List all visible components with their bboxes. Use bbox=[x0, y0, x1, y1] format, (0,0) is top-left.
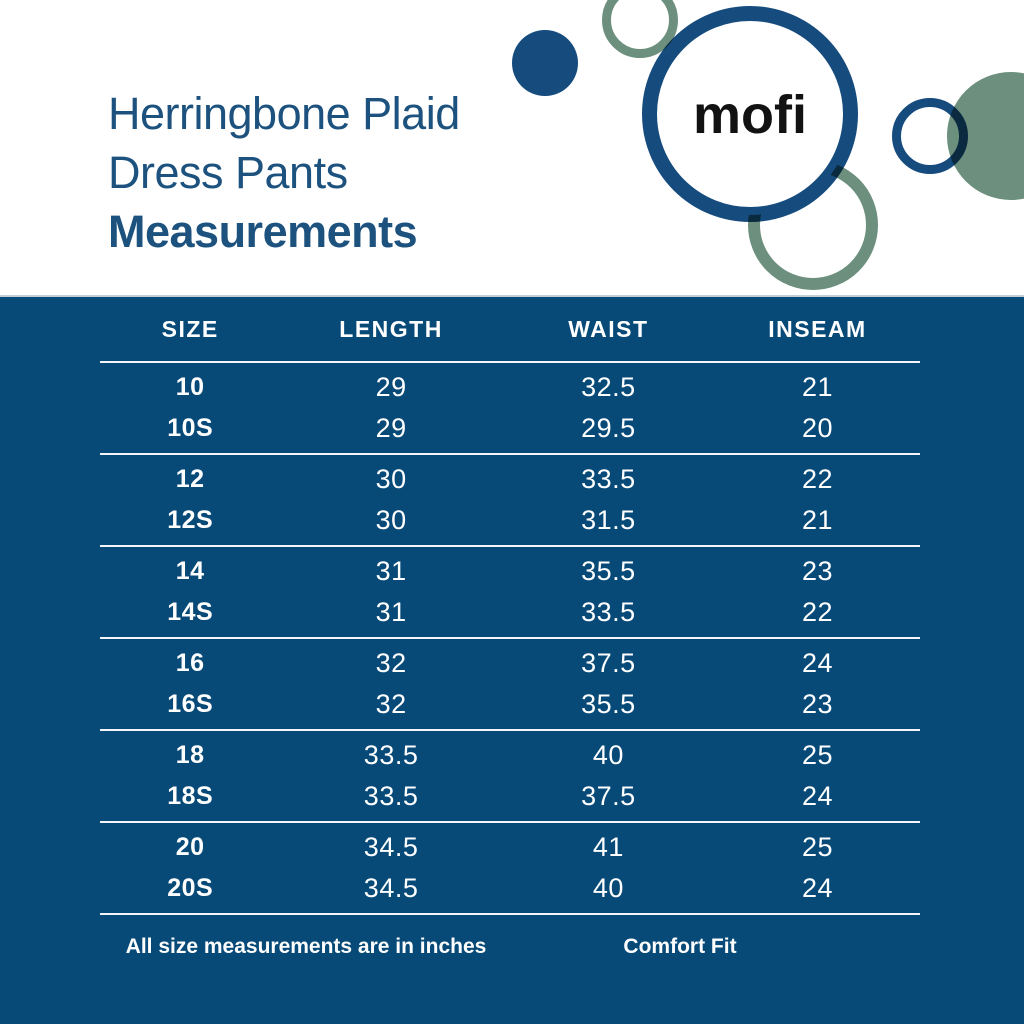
green-circle-icon bbox=[947, 72, 1024, 200]
value-cell: 35.5 bbox=[581, 556, 636, 587]
value-cell: 40 bbox=[592, 740, 624, 771]
value-cell: 30 bbox=[375, 464, 407, 495]
value-cell: 33.5 bbox=[581, 596, 636, 627]
table-row-16s: 16S 32 35.5 23 bbox=[100, 689, 920, 720]
header-cell-inseam: INSEAM bbox=[768, 315, 867, 342]
value-cell: 21 bbox=[801, 504, 833, 535]
size-cell: 18 bbox=[175, 741, 205, 770]
header-cell-waist: WAIST bbox=[568, 315, 649, 342]
value-cell: 29 bbox=[375, 372, 407, 403]
value-cell: 37.5 bbox=[581, 648, 636, 679]
value-cell: 20 bbox=[801, 412, 833, 443]
table-row-18: 18 33.5 40 25 bbox=[100, 740, 920, 771]
table-row-10s: 10S 29 29.5 20 bbox=[100, 413, 920, 444]
size-cell: 16 bbox=[175, 649, 205, 678]
value-cell: 34.5 bbox=[363, 872, 419, 903]
value-cell: 32 bbox=[375, 688, 407, 719]
value-cell: 31 bbox=[375, 596, 407, 627]
value-cell: 32.5 bbox=[581, 372, 636, 403]
size-cell: 20 bbox=[175, 833, 205, 862]
blue-dot-icon bbox=[512, 30, 578, 96]
value-cell: 23 bbox=[801, 688, 833, 719]
value-cell: 25 bbox=[801, 832, 833, 863]
measurements-panel: SIZE LENGTH WAIST INSEAM 10 29 32.5 21 10S 29 29.… bbox=[0, 295, 1024, 1024]
header-section: Herringbone Plaid Dress Pants Measuremen… bbox=[0, 0, 1024, 295]
value-cell: 24 bbox=[801, 648, 833, 679]
value-cell: 37.5 bbox=[581, 780, 636, 811]
value-cell: 30 bbox=[375, 504, 407, 535]
size-cell: 16S bbox=[167, 689, 214, 718]
table-row-10: 10 29 32.5 21 bbox=[100, 372, 920, 403]
value-cell: 29 bbox=[375, 412, 407, 443]
size-cell: 18S bbox=[167, 781, 214, 810]
value-cell: 34.5 bbox=[363, 832, 419, 863]
value-cell: 29.5 bbox=[581, 412, 636, 443]
value-cell: 31 bbox=[375, 556, 407, 587]
table-group: 10 29 32.5 21 10S 29 29.5 20 bbox=[100, 363, 920, 455]
value-cell: 31.5 bbox=[581, 504, 636, 535]
value-cell: 40 bbox=[592, 872, 624, 903]
value-cell: 22 bbox=[801, 596, 833, 627]
product-title: Herringbone Plaid Dress Pants Measuremen… bbox=[108, 84, 460, 261]
table-header-row: SIZE LENGTH WAIST INSEAM bbox=[100, 297, 920, 363]
size-cell: 12S bbox=[167, 505, 214, 534]
units-note: All size measurements are in inches bbox=[125, 935, 487, 958]
header-cell-length: LENGTH bbox=[339, 315, 443, 342]
value-cell: 35.5 bbox=[581, 688, 636, 719]
table-footer: All size measurements are in inches Comf… bbox=[100, 933, 920, 973]
title-line-1: Herringbone Plaid bbox=[108, 88, 460, 139]
table-row-12s: 12S 30 31.5 21 bbox=[100, 505, 920, 536]
size-cell: 14 bbox=[175, 557, 205, 586]
table-row-16: 16 32 37.5 24 bbox=[100, 648, 920, 679]
table-group: 18 33.5 40 25 18S 33.5 37.5 24 bbox=[100, 731, 920, 823]
title-line-3: Measurements bbox=[108, 206, 418, 257]
value-cell: 24 bbox=[801, 872, 833, 903]
table-group: 16 32 37.5 24 16S 32 35.5 23 bbox=[100, 639, 920, 731]
table-group: 20 34.5 41 25 20S 34.5 40 24 bbox=[100, 823, 920, 915]
size-cell: 12 bbox=[175, 465, 205, 494]
value-cell: 24 bbox=[801, 780, 833, 811]
table-row-20s: 20S 34.5 40 24 bbox=[100, 873, 920, 904]
table-row-12: 12 30 33.5 22 bbox=[100, 464, 920, 495]
table-group: 14 31 35.5 23 14S 31 33.5 22 bbox=[100, 547, 920, 639]
table-row-18s: 18S 33.5 37.5 24 bbox=[100, 781, 920, 812]
header-cell-size: SIZE bbox=[161, 315, 219, 342]
table-row-20: 20 34.5 41 25 bbox=[100, 832, 920, 863]
value-cell: 21 bbox=[801, 372, 833, 403]
value-cell: 23 bbox=[801, 556, 833, 587]
value-cell: 41 bbox=[592, 832, 624, 863]
title-line-2: Dress Pants bbox=[108, 147, 348, 198]
size-cell: 20S bbox=[167, 873, 214, 902]
value-cell: 33.5 bbox=[363, 740, 419, 771]
blue-ring-small-icon bbox=[892, 98, 968, 174]
table-row-14: 14 31 35.5 23 bbox=[100, 556, 920, 587]
value-cell: 33.5 bbox=[581, 464, 636, 495]
brand-logo-text: mofi bbox=[693, 85, 807, 145]
value-cell: 25 bbox=[801, 740, 833, 771]
table-body: 10 29 32.5 21 10S 29 29.5 20 12 30 33.5 22 12S 30 31.5… bbox=[100, 363, 920, 915]
green-ring-bottom-icon bbox=[748, 160, 878, 290]
fit-label: Comfort Fit bbox=[623, 935, 737, 958]
green-ring-top-icon bbox=[602, 0, 678, 58]
value-cell: 32 bbox=[375, 648, 407, 679]
size-cell: 10 bbox=[175, 373, 205, 402]
size-table: SIZE LENGTH WAIST INSEAM 10 29 32.5 21 10S 29 29.… bbox=[100, 297, 920, 915]
size-cell: 10S bbox=[167, 413, 214, 442]
value-cell: 33.5 bbox=[363, 780, 419, 811]
table-row-14s: 14S 31 33.5 22 bbox=[100, 597, 920, 628]
table-group: 12 30 33.5 22 12S 30 31.5 21 bbox=[100, 455, 920, 547]
value-cell: 22 bbox=[801, 464, 833, 495]
size-cell: 14S bbox=[167, 597, 214, 626]
